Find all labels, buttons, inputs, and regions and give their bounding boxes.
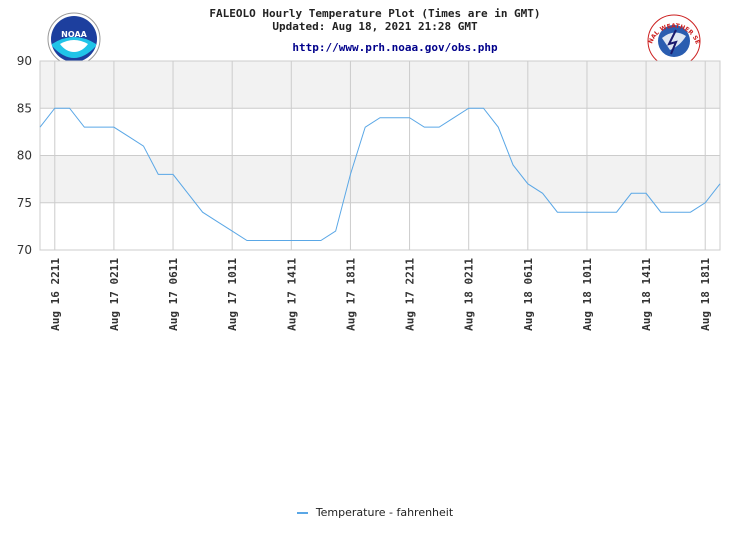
x-tick-label: Aug 17 1011 — [226, 258, 239, 331]
x-tick-label: Aug 17 1811 — [344, 258, 357, 331]
chart-title: FALEOLO Hourly Temperature Plot (Times a… — [209, 7, 541, 20]
plot-border — [39, 60, 721, 251]
y-tick-label: 85 — [17, 101, 32, 115]
x-tick-label: Aug 18 0211 — [463, 258, 476, 331]
x-tick-label: Aug 18 1411 — [640, 258, 653, 331]
y-tick-label: 70 — [17, 243, 32, 257]
y-tick-label: 75 — [17, 196, 32, 210]
y-tick-label: 90 — [17, 54, 32, 68]
x-tick-label: Aug 16 2211 — [49, 258, 62, 331]
y-tick-label: 80 — [17, 149, 32, 163]
source-url-link[interactable]: http://www.prh.noaa.gov/obs.php — [292, 41, 498, 54]
x-tick-label: Aug 17 0611 — [167, 258, 180, 331]
band-80 — [40, 108, 720, 156]
x-tick-label: Aug 18 1811 — [699, 258, 712, 331]
band-70 — [40, 202, 720, 250]
band-85 — [40, 61, 720, 109]
x-tick-label: Aug 17 1411 — [285, 258, 298, 331]
x-tick-label: Aug 18 0611 — [522, 258, 535, 331]
legend-swatch — [296, 512, 308, 514]
plot-area: 70 75 80 85 90 Aug 16 2211 Aug 17 0211 Aug 17 0… — [17, 54, 721, 331]
x-tick-label: Aug 17 0211 — [108, 258, 121, 331]
nws-logo-text: NATIONAL WEATHER SERVICE — [0, 0, 701, 45]
legend: Temperature - fahrenheit — [0, 506, 750, 519]
noaa-logo: NOAA — [47, 12, 101, 66]
nws-logo: NATIONAL WEATHER SERVICE — [0, 0, 701, 68]
updated-timestamp: Updated: Aug 18, 2021 21:28 GMT — [272, 20, 478, 33]
x-tick-label: Aug 18 1011 — [581, 258, 594, 331]
band-75 — [40, 155, 720, 203]
legend-label: Temperature - fahrenheit — [315, 506, 454, 519]
temperature-line — [39, 107, 721, 242]
x-tick-label: Aug 17 2211 — [404, 258, 417, 331]
noaa-logo-text: NOAA — [61, 30, 87, 39]
